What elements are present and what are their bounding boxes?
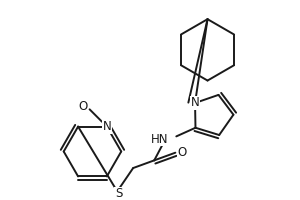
Text: S: S (115, 187, 122, 200)
Text: HN: HN (151, 133, 169, 146)
Text: N: N (191, 96, 200, 109)
Text: N: N (103, 120, 111, 133)
Text: O: O (78, 100, 88, 113)
Text: O: O (177, 146, 187, 159)
